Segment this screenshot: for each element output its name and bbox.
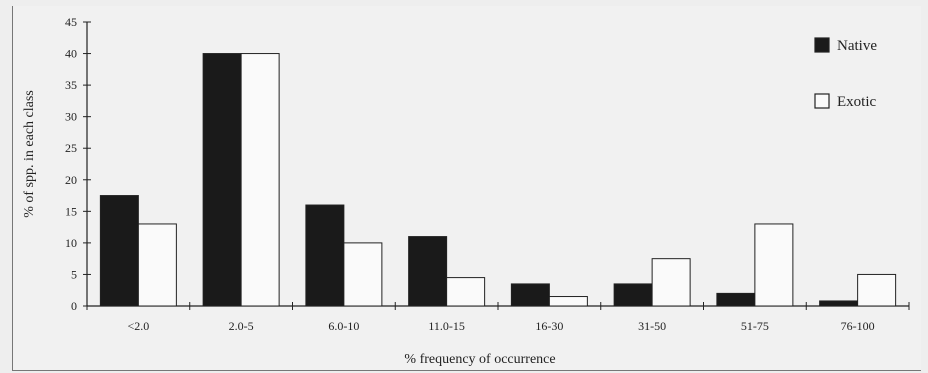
- x-axis: <2.0 2.0-5 6.0-10 11.0-15 16-30 31-50 51-75 76-…: [86, 302, 910, 333]
- x-tick-label: 16-30: [535, 319, 563, 333]
- bar-native: [510, 283, 550, 307]
- bar-exotic: [446, 277, 486, 307]
- bar-chart: 0 5 10 15 20 25 30 35 40 45 <2.0 2.0-5 6.0-10 11.0-1…: [22, 15, 910, 367]
- legend-swatch-native: [814, 37, 830, 53]
- x-tick-label: 2.0-5: [229, 319, 254, 333]
- bar-native: [202, 53, 242, 307]
- x-tick-label: 51-75: [741, 319, 769, 333]
- y-axis-title: % of spp. in each class: [22, 90, 37, 218]
- bar-native: [716, 292, 756, 307]
- legend-label-exotic: Exotic: [837, 94, 876, 110]
- bar-native: [99, 195, 139, 307]
- legend-swatch-exotic: [814, 93, 830, 109]
- bar-native: [819, 300, 859, 307]
- bar-exotic: [754, 223, 794, 307]
- bar-exotic: [857, 273, 897, 307]
- bar-exotic: [240, 53, 280, 307]
- bar-exotic: [548, 296, 588, 307]
- y-tick-label: 45: [65, 15, 77, 29]
- chart-frame: 0 5 10 15 20 25 30 35 40 45 <2.0 2.0-5 6.0-10 11.0-1…: [12, 6, 921, 371]
- bar-exotic: [343, 242, 383, 307]
- y-axis: 0 5 10 15 20 25 30 35 40 45: [65, 15, 91, 313]
- y-tick-label: 40: [65, 47, 77, 61]
- x-tick-label: 31-50: [638, 319, 666, 333]
- x-tick-label: 11.0-15: [428, 319, 465, 333]
- bar-exotic: [651, 258, 691, 307]
- y-tick-label: 25: [65, 141, 77, 155]
- y-tick-label: 15: [65, 204, 77, 218]
- bar-native: [408, 236, 448, 307]
- x-tick-label: <2.0: [127, 319, 149, 333]
- bar-native: [305, 204, 345, 307]
- y-tick-label: 30: [65, 110, 77, 124]
- x-tick-label: 6.0-10: [328, 319, 359, 333]
- y-tick-label: 35: [65, 78, 77, 92]
- bar-exotic: [137, 223, 177, 307]
- legend-label-native: Native: [837, 38, 877, 54]
- y-tick-label: 5: [71, 267, 77, 281]
- x-tick-label: 76-100: [841, 319, 875, 333]
- y-tick-label: 10: [65, 236, 77, 250]
- legend: Native Exotic: [814, 37, 877, 110]
- bars: [99, 53, 897, 307]
- bar-native: [613, 283, 653, 307]
- x-axis-title: % frequency of occurrence: [404, 352, 555, 367]
- y-tick-label: 20: [65, 173, 77, 187]
- y-tick-label: 0: [71, 299, 77, 313]
